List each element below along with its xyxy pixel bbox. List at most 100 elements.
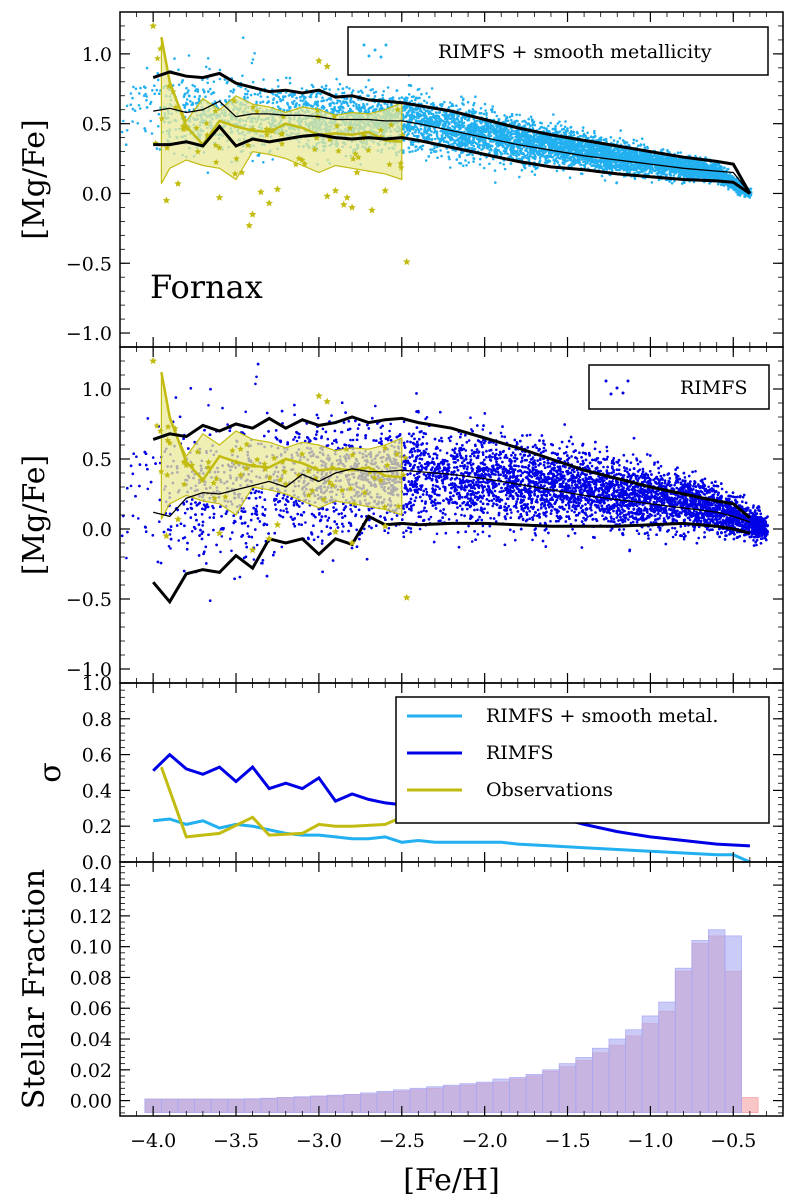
scatter-point (549, 121, 552, 125)
scatter-point (262, 78, 265, 81)
scatter-point (422, 108, 426, 111)
scatter-point (190, 103, 193, 107)
scatter-point (562, 168, 565, 172)
scatter-point (569, 156, 572, 159)
scatter-point (485, 155, 488, 159)
scatter-point (481, 144, 484, 147)
scatter-point (535, 152, 539, 155)
scatter-point (592, 147, 596, 150)
scatter-point (328, 88, 331, 91)
scatter-point (224, 99, 227, 103)
scatter-point (185, 98, 189, 101)
scatter-point (337, 88, 340, 91)
scatter-point (351, 89, 355, 92)
scatter-point (516, 146, 520, 150)
scatter-point (416, 120, 420, 123)
scatter-point (610, 162, 613, 166)
scatter-point (212, 80, 216, 83)
scatter-point (291, 102, 295, 106)
scatter-point (262, 161, 265, 164)
scatter-point (259, 95, 263, 98)
scatter-point (391, 96, 395, 99)
scatter-point (529, 115, 533, 119)
scatter-point (494, 181, 497, 184)
scatter-point (398, 97, 401, 100)
scatter-point (348, 107, 352, 111)
scatter-point (411, 128, 415, 131)
scatter-point (513, 139, 516, 142)
scatter-point (491, 124, 494, 127)
scatter-point (404, 130, 407, 134)
scatter-point (637, 144, 640, 147)
scatter-point (615, 181, 618, 185)
scatter-point (536, 140, 539, 144)
scatter-point (157, 112, 161, 116)
scatter-point (472, 160, 475, 163)
scatter-point (414, 145, 417, 149)
scatter-point (606, 165, 609, 168)
scatter-point (150, 132, 154, 135)
scatter-point (446, 125, 450, 128)
scatter-point (416, 96, 420, 100)
scatter-point (434, 137, 437, 141)
scatter-point (414, 149, 417, 152)
scatter-point (479, 157, 482, 161)
scatter-point (361, 91, 364, 94)
scatter-point (474, 95, 477, 98)
scatter-point (434, 111, 438, 114)
scatter-point (414, 130, 417, 134)
scatter-point (714, 165, 718, 168)
scatter-point (414, 123, 417, 126)
scatter-point (465, 164, 468, 167)
scatter-point (449, 166, 452, 169)
scatter-point (457, 120, 461, 123)
scatter-point (530, 170, 534, 173)
scatter-point (471, 153, 474, 157)
scatter-point (623, 152, 627, 155)
scatter-point (680, 182, 684, 185)
scatter-point (173, 57, 176, 60)
scatter-point (149, 119, 152, 123)
scatter-point (145, 95, 148, 98)
scatter-point (568, 132, 571, 135)
scatter-point (144, 129, 147, 133)
scatter-point (442, 119, 445, 123)
scatter-point (452, 138, 455, 142)
scatter-point (632, 138, 636, 142)
scatter-point (473, 147, 477, 151)
scatter-point (513, 132, 516, 135)
scatter-point (409, 127, 413, 131)
scatter-point (479, 107, 483, 110)
scatter-point (455, 158, 459, 161)
scatter-point (367, 108, 370, 111)
scatter-point (341, 110, 345, 113)
scatter-point (475, 119, 479, 123)
scatter-point (531, 149, 534, 152)
scatter-point (198, 94, 201, 98)
scatter-point (540, 153, 543, 157)
scatter-point (416, 148, 420, 151)
scatter-point (612, 139, 616, 142)
scatter-point (405, 106, 409, 109)
scatter-point (540, 121, 543, 125)
scatter-point (441, 102, 444, 106)
scatter-point (474, 110, 478, 114)
scatter-point (229, 89, 233, 93)
scatter-point (600, 174, 604, 178)
scatter-point (650, 171, 653, 174)
scatter-point (562, 162, 566, 166)
scatter-point (694, 154, 697, 158)
scatter-point (560, 128, 564, 131)
scatter-point (125, 104, 129, 108)
scatter-point (137, 104, 141, 107)
scatter-point (437, 116, 441, 119)
scatter-point (153, 92, 156, 96)
scatter-point (555, 169, 559, 173)
scatter-point (231, 91, 235, 94)
scatter-point (144, 92, 147, 96)
scatter-point (408, 122, 411, 126)
scatter-point (364, 85, 368, 89)
scatter-point (670, 182, 674, 185)
scatter-point (471, 107, 475, 111)
scatter-point (276, 78, 280, 82)
